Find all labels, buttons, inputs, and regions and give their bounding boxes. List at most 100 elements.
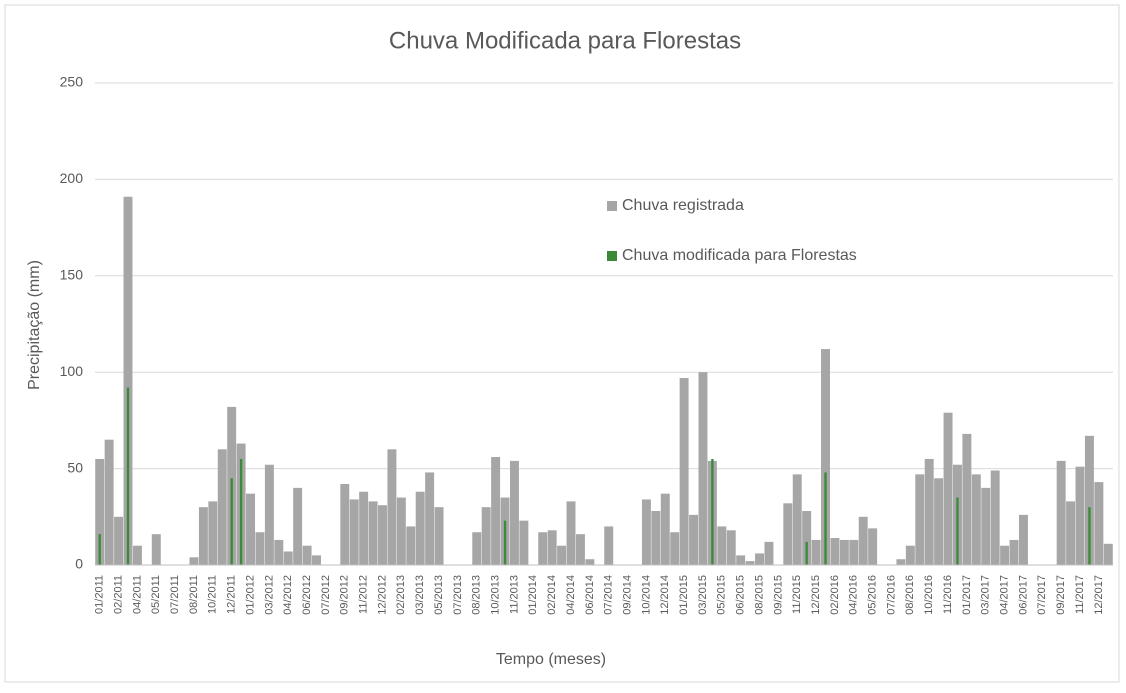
y-axis-title: Precipitação (mm) (26, 260, 43, 390)
bar (1018, 514, 1028, 565)
bar (151, 534, 161, 565)
x-tick-label: 03/2015 (697, 575, 709, 615)
bar (123, 196, 133, 565)
bar (566, 501, 576, 565)
bar (396, 497, 406, 565)
x-tick-label: 08/2013 (471, 575, 483, 615)
bar (651, 511, 661, 565)
bar (868, 528, 878, 565)
x-tick-label: 05/2015 (716, 575, 728, 615)
bar (689, 514, 699, 565)
x-tick-label: 07/2011 (169, 575, 181, 614)
bar (368, 501, 378, 565)
x-tick-label: 01/2014 (527, 575, 539, 615)
bar (981, 487, 991, 565)
x-tick-label: 02/2016 (829, 575, 841, 615)
bar (755, 553, 765, 565)
bar (104, 439, 114, 565)
x-tick-label: 11/2017 (1074, 575, 1086, 614)
y-tick-label: 50 (67, 459, 83, 475)
bar (95, 458, 105, 565)
x-tick-label: 12/2011 (226, 575, 238, 614)
x-tick-label: 04/2017 (999, 575, 1011, 615)
bar (915, 474, 925, 565)
x-tick-label: 07/2017 (1036, 575, 1048, 615)
x-tick-label: 05/2016 (867, 575, 879, 615)
bar (274, 539, 284, 565)
x-tick-label: 01/2015 (678, 575, 690, 615)
x-tick-label: 10/2016 (923, 575, 935, 615)
chart-title: Chuva Modificada para Florestas (389, 27, 741, 54)
bar (575, 534, 585, 565)
x-tick-label: 12/2015 (810, 575, 822, 615)
bar (208, 501, 218, 565)
bar (905, 545, 915, 565)
bar (1103, 543, 1113, 565)
bar (1000, 545, 1010, 565)
bar (764, 541, 774, 565)
chart-frame (4, 4, 1120, 683)
x-tick-label: 09/2012 (339, 575, 351, 615)
bar (230, 478, 233, 565)
bar (198, 507, 208, 565)
bar (736, 555, 746, 565)
bar (792, 474, 802, 565)
bar (839, 539, 849, 565)
bar (717, 526, 727, 565)
bar (503, 520, 507, 565)
x-tick-label: 02/2011 (112, 575, 124, 614)
bar (434, 507, 444, 565)
legend-swatch (607, 251, 617, 261)
bar (1066, 501, 1076, 565)
bar (679, 377, 689, 565)
bar (943, 412, 953, 565)
x-tick-label: 10/2013 (490, 575, 502, 615)
bar (824, 472, 827, 565)
x-tick-label: 05/2013 (433, 575, 445, 615)
bar (783, 503, 793, 565)
x-tick-label: 08/2011 (188, 575, 200, 614)
bar (698, 372, 708, 565)
x-tick-label: 06/2014 (584, 575, 596, 615)
bar (425, 472, 435, 565)
x-tick-label: 07/2016 (885, 575, 897, 615)
bar (302, 545, 312, 565)
bar (604, 526, 614, 565)
bar (132, 545, 142, 565)
y-tick-label: 100 (60, 363, 84, 379)
x-tick-label: 10/2011 (207, 575, 219, 614)
bar (255, 532, 265, 565)
bar (956, 497, 959, 565)
x-tick-label: 03/2017 (980, 575, 992, 615)
bar (962, 433, 972, 565)
bar (660, 493, 670, 565)
bar (1075, 466, 1085, 565)
legend-swatch (607, 201, 617, 211)
x-tick-label: 07/2013 (452, 575, 464, 615)
x-tick-label: 02/2014 (546, 575, 558, 615)
x-tick-label: 01/2012 (244, 575, 256, 615)
y-tick-label: 250 (60, 74, 84, 90)
x-tick-label: 09/2015 (772, 575, 784, 615)
bar (246, 493, 256, 565)
x-tick-label: 01/2011 (94, 575, 106, 614)
bar (283, 551, 293, 565)
bar (481, 507, 491, 565)
x-axis-title: Tempo (meses) (496, 651, 606, 668)
bar (340, 484, 350, 565)
bar (711, 458, 714, 565)
x-tick-label: 11/2012 (358, 575, 370, 614)
bar (387, 449, 397, 565)
legend-label: Chuva registrada (622, 197, 744, 214)
x-tick-label: 04/2012 (282, 575, 294, 615)
bar (1088, 507, 1091, 565)
bar (126, 387, 130, 565)
x-tick-label: 06/2015 (735, 575, 747, 615)
x-tick-label: 01/2017 (961, 575, 973, 615)
bar (990, 470, 1000, 565)
bar (1056, 460, 1066, 565)
bar (802, 511, 812, 565)
bar (1009, 539, 1019, 565)
x-tick-label: 05/2011 (150, 575, 162, 614)
